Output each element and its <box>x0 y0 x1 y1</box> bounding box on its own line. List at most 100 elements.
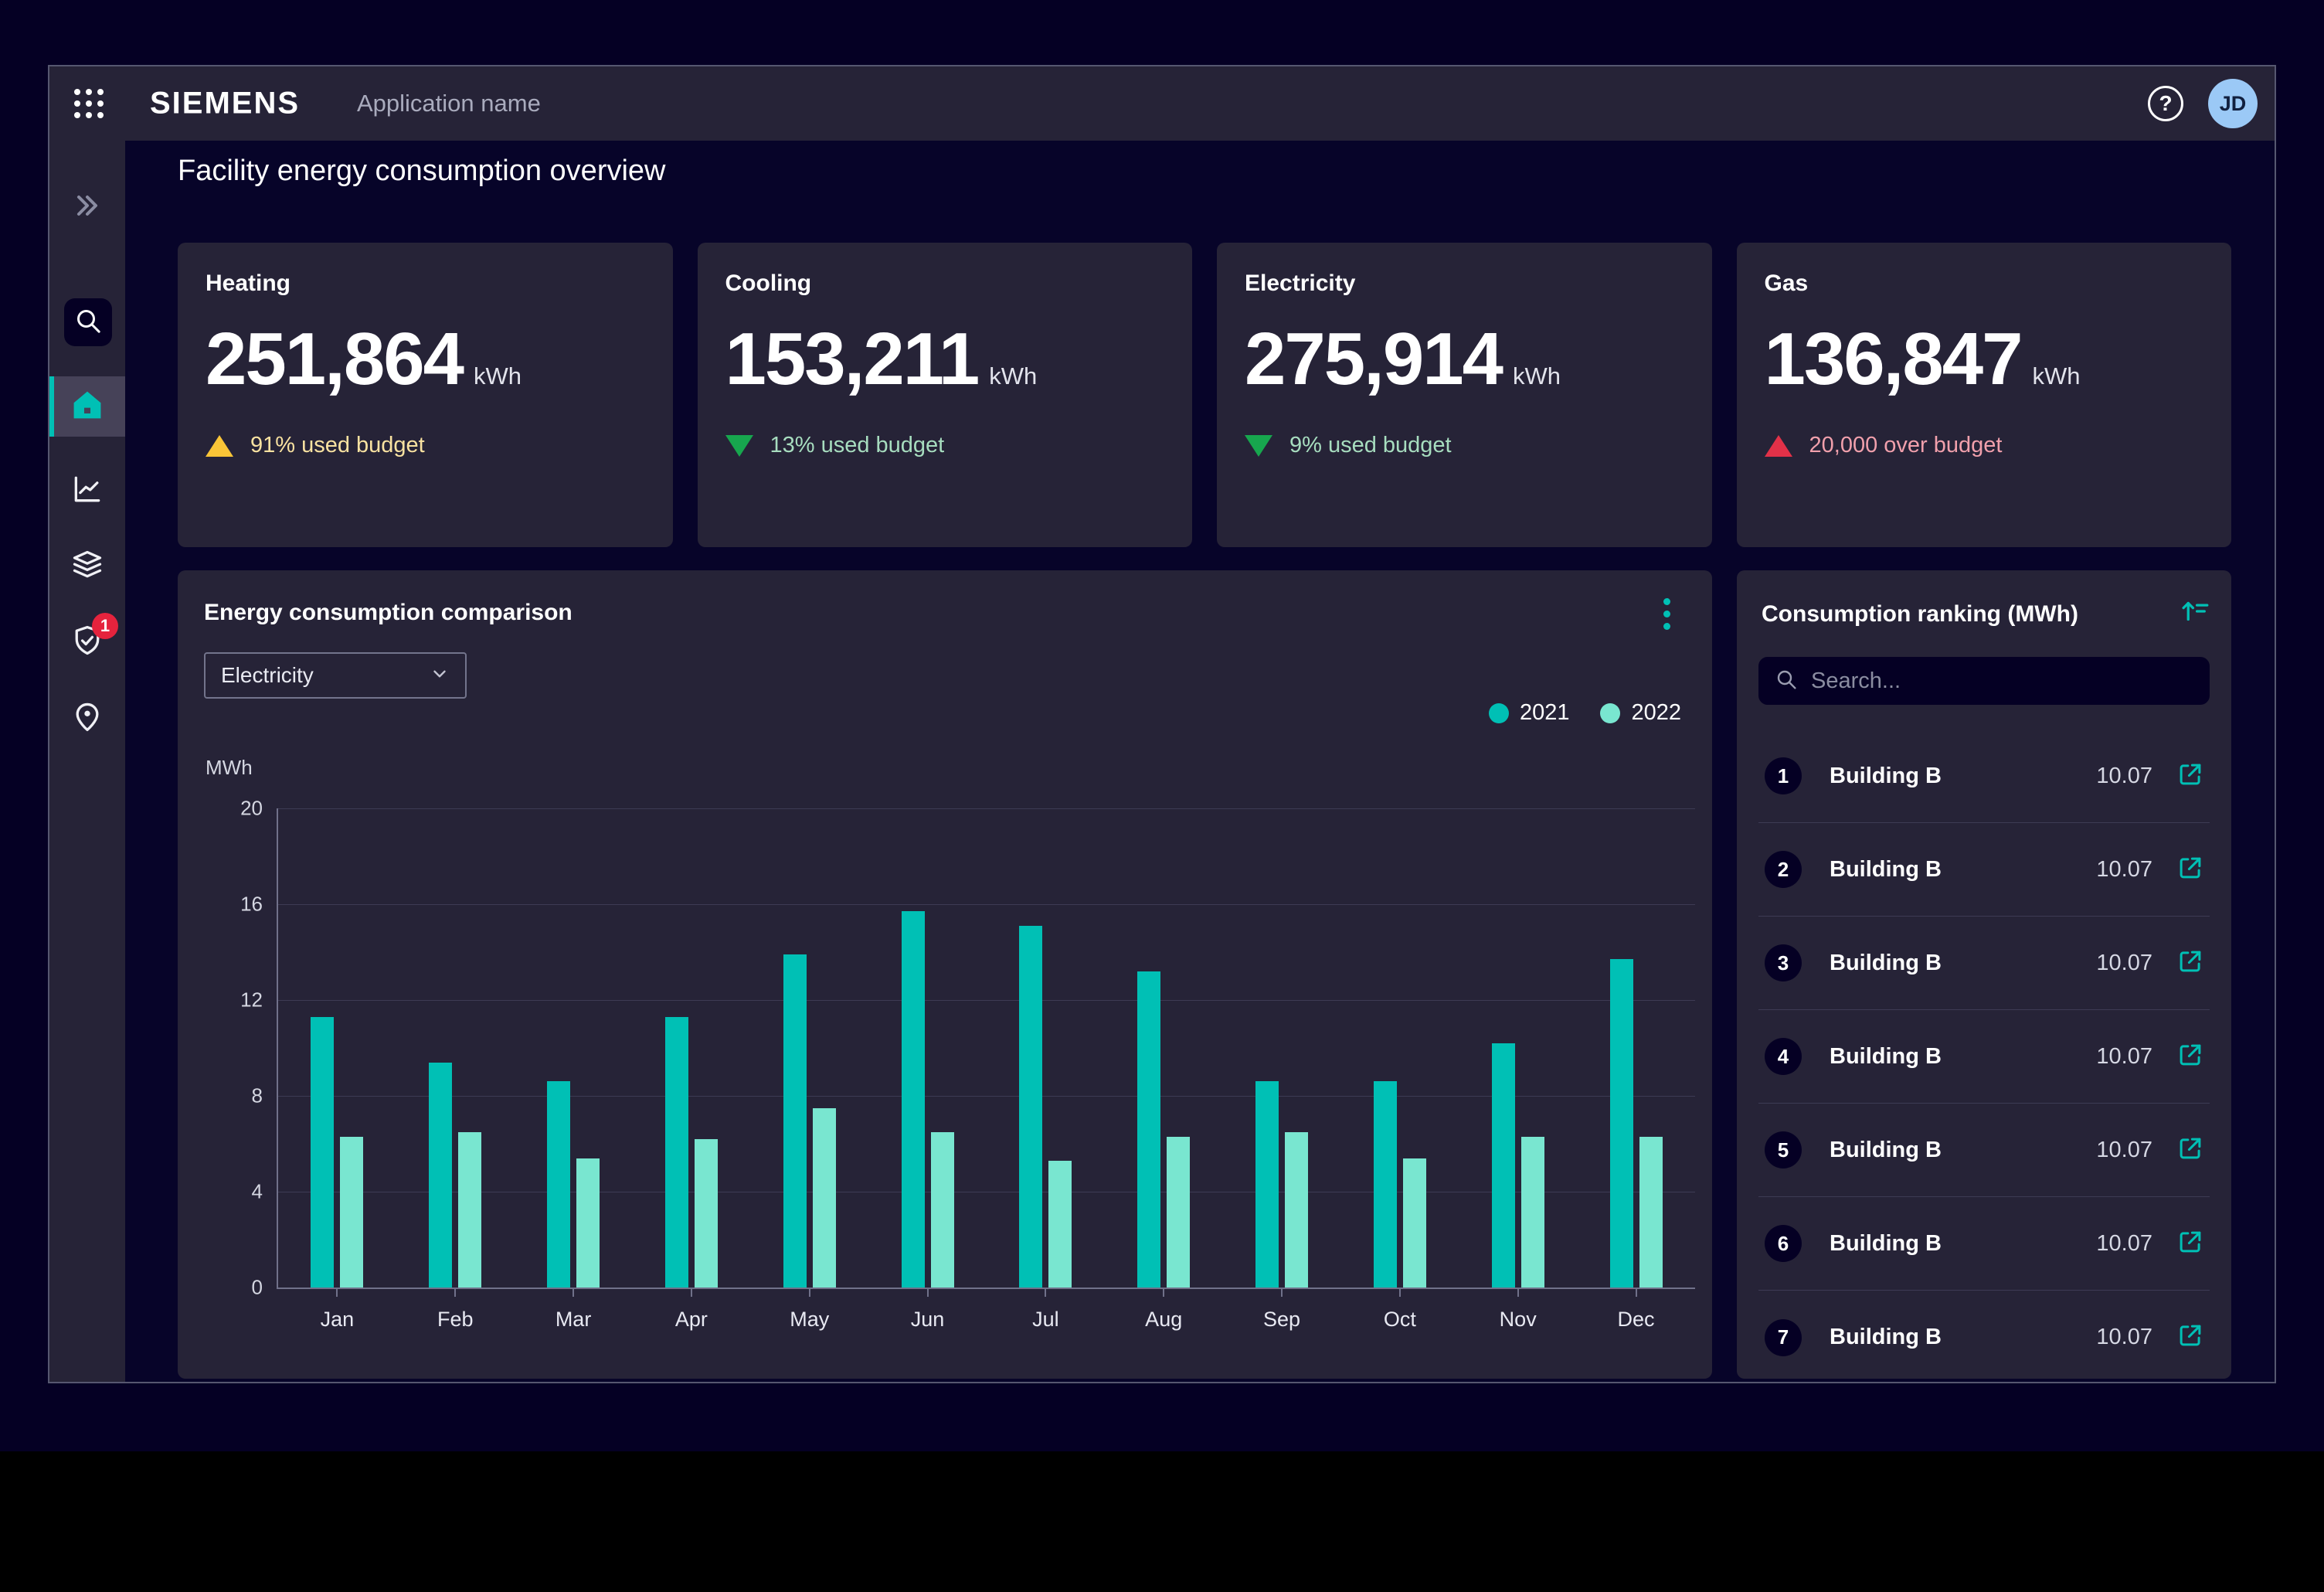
month-group-feb: Feb <box>396 808 515 1288</box>
app-window: SIEMENS Application name ? JD <box>48 65 2276 1383</box>
ranking-row[interactable]: 5 Building B 10.07 <box>1758 1104 2210 1197</box>
ranking-row[interactable]: 2 Building B 10.07 <box>1758 823 2210 917</box>
bar-2022-jan[interactable] <box>340 1137 363 1288</box>
external-link-icon[interactable] <box>2176 1134 2205 1167</box>
external-link-icon[interactable] <box>2176 1321 2205 1354</box>
ranking-row[interactable]: 7 Building B 10.07 <box>1758 1291 2210 1379</box>
x-axis-tick <box>1517 1288 1519 1297</box>
trend-triangle-icon <box>1245 435 1272 457</box>
bar-2021-feb[interactable] <box>429 1063 452 1288</box>
bar-2022-sep[interactable] <box>1285 1132 1308 1288</box>
kpi-card-gas: Gas 136,847 kWh 20,000 over budget <box>1737 243 2232 547</box>
sidebar-item-layers[interactable] <box>49 537 125 593</box>
ranking-row[interactable]: 3 Building B 10.07 <box>1758 917 2210 1010</box>
kpi-status-text: 20,000 over budget <box>1809 433 2003 458</box>
help-icon[interactable]: ? <box>2148 86 2183 121</box>
external-link-icon[interactable] <box>2176 947 2205 980</box>
bar-2022-aug[interactable] <box>1167 1137 1190 1288</box>
rank-number-badge: 4 <box>1765 1038 1802 1075</box>
x-axis-tick <box>927 1288 929 1297</box>
y-axis-tick-label: 20 <box>201 797 263 821</box>
x-axis-month-label: Mar <box>556 1308 592 1332</box>
external-link-icon[interactable] <box>2176 1040 2205 1073</box>
bar-2022-dec[interactable] <box>1639 1137 1663 1288</box>
energy-type-dropdown[interactable]: Electricity <box>204 652 467 699</box>
bar-2021-aug[interactable] <box>1137 971 1160 1288</box>
kebab-menu-icon[interactable] <box>1659 594 1675 634</box>
rank-number-badge: 1 <box>1765 757 1802 794</box>
x-axis-tick <box>1163 1288 1164 1297</box>
month-group-may: May <box>750 808 868 1288</box>
ranking-row[interactable]: 6 Building B 10.07 <box>1758 1197 2210 1291</box>
kpi-unit: kWh <box>2033 362 2081 390</box>
app-header: SIEMENS Application name ? JD <box>49 66 2275 141</box>
siemens-logo: SIEMENS <box>150 87 300 121</box>
bar-2022-may[interactable] <box>813 1108 836 1288</box>
x-axis-month-label: Jul <box>1032 1308 1059 1332</box>
bar-2021-may[interactable] <box>783 954 807 1288</box>
external-link-icon[interactable] <box>2176 760 2205 793</box>
bar-2021-jul[interactable] <box>1019 926 1042 1288</box>
bar-2021-jan[interactable] <box>311 1017 334 1288</box>
bar-2021-oct[interactable] <box>1374 1081 1397 1288</box>
bar-2021-nov[interactable] <box>1492 1043 1515 1288</box>
sidebar-expand-button[interactable] <box>49 178 125 233</box>
x-axis-month-label: Aug <box>1145 1308 1182 1332</box>
avatar[interactable]: JD <box>2208 79 2258 128</box>
month-group-dec: Dec <box>1577 808 1695 1288</box>
x-axis-tick <box>573 1288 574 1297</box>
month-group-oct: Oct <box>1340 808 1459 1288</box>
month-group-sep: Sep <box>1223 808 1341 1288</box>
bar-2022-mar[interactable] <box>576 1158 600 1288</box>
kpi-value: 136,847 <box>1765 317 2022 402</box>
y-axis-tick-label: 0 <box>201 1276 263 1300</box>
application-name: Application name <box>357 90 541 117</box>
sort-ascending-icon[interactable] <box>2179 595 2211 631</box>
dropdown-value: Electricity <box>221 663 430 688</box>
bar-2021-apr[interactable] <box>665 1017 688 1288</box>
building-name: Building B <box>1830 1325 2096 1350</box>
home-icon <box>70 388 104 426</box>
ranking-row[interactable]: 4 Building B 10.07 <box>1758 1010 2210 1104</box>
app-launcher-icon[interactable] <box>74 89 104 118</box>
bar-2022-nov[interactable] <box>1521 1137 1544 1288</box>
x-axis-month-label: Sep <box>1263 1308 1300 1332</box>
external-link-icon[interactable] <box>2176 853 2205 886</box>
bar-2021-mar[interactable] <box>547 1081 570 1288</box>
y-axis-unit-label: MWh <box>206 756 253 780</box>
page-title: Facility energy consumption overview <box>178 155 666 188</box>
bar-2021-jun[interactable] <box>902 911 925 1288</box>
x-axis-month-label: Oct <box>1384 1308 1416 1332</box>
bar-2022-oct[interactable] <box>1403 1158 1426 1288</box>
bar-2022-jul[interactable] <box>1048 1161 1072 1288</box>
bar-2022-jun[interactable] <box>931 1132 954 1288</box>
bar-2021-sep[interactable] <box>1255 1081 1279 1288</box>
rank-number-badge: 2 <box>1765 851 1802 888</box>
sidebar-item-analytics[interactable] <box>49 461 125 517</box>
y-axis-tick-label: 12 <box>201 988 263 1012</box>
consumption-value: 10.07 <box>2096 857 2152 883</box>
x-axis-tick <box>1045 1288 1046 1297</box>
line-chart-icon <box>70 472 104 506</box>
external-link-icon[interactable] <box>2176 1227 2205 1260</box>
sidebar-item-compliance[interactable]: 1 <box>49 613 125 668</box>
kpi-status-text: 91% used budget <box>250 433 425 458</box>
legend-item-2021[interactable]: 2021 <box>1489 700 1570 726</box>
legend-dot-2021 <box>1489 703 1509 723</box>
rank-number-badge: 3 <box>1765 944 1802 981</box>
sidebar-item-locations[interactable] <box>49 689 125 744</box>
search-input[interactable] <box>1811 668 2194 694</box>
kpi-card-row: Heating 251,864 kWh 91% used budget Cool… <box>178 243 2231 547</box>
bar-2022-apr[interactable] <box>695 1139 718 1288</box>
kpi-value: 275,914 <box>1245 317 1502 402</box>
bar-2021-dec[interactable] <box>1610 959 1633 1288</box>
bar-2022-feb[interactable] <box>458 1132 481 1288</box>
sidebar-item-search[interactable] <box>64 298 112 346</box>
kpi-status-text: 9% used budget <box>1289 433 1452 458</box>
sidebar-item-home[interactable] <box>49 376 125 437</box>
ranking-row[interactable]: 1 Building B 10.07 <box>1758 730 2210 823</box>
legend-item-2022[interactable]: 2022 <box>1600 700 1681 726</box>
x-axis-month-label: Feb <box>437 1308 474 1332</box>
legend-label: 2021 <box>1520 700 1570 726</box>
legend-label: 2022 <box>1631 700 1681 726</box>
